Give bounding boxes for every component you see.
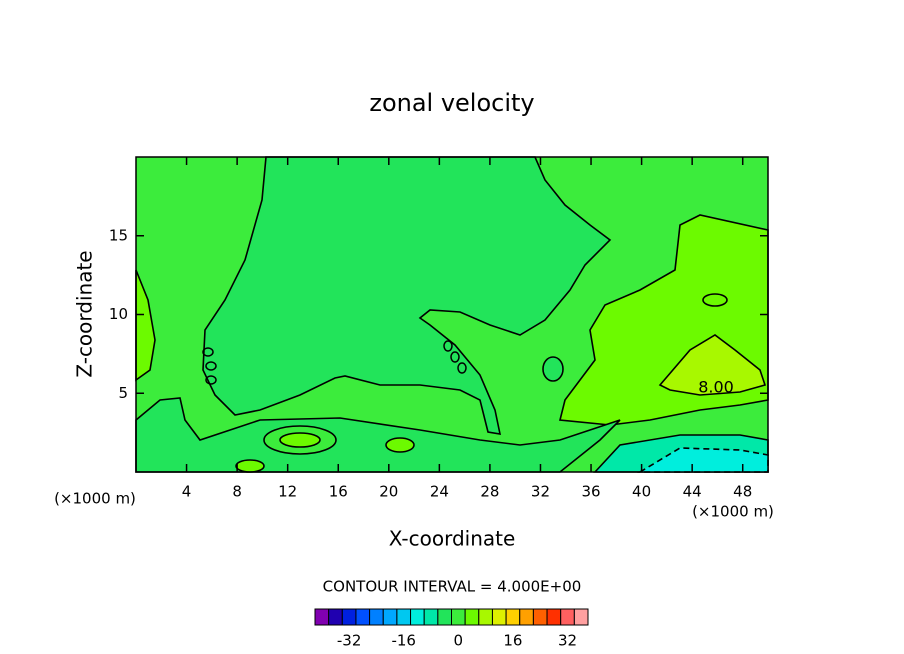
plot-area [135,156,769,473]
contour-label: 8.00 [698,378,734,397]
colorbar-box [341,608,357,626]
colorbar-box [560,608,575,626]
colorbar-box [573,608,589,626]
colorbar-tick-label: -16 [391,632,416,650]
y-tick-label: 15 [109,226,128,244]
colorbar-box [505,608,521,626]
y-tick-label: 10 [109,305,128,323]
x-axis-label: X-coordinate [389,527,516,551]
colorbar-box [519,608,534,626]
colorbar-box [355,608,371,626]
colorbar-box [314,608,330,626]
contour-region [135,397,621,473]
x-tick-label: 40 [632,483,651,501]
contour-region [542,356,564,382]
x-tick-label: 12 [278,483,297,501]
x-tick-label: 32 [531,483,550,501]
colorbar-box [478,608,493,626]
x-tick-label: 8 [232,483,242,501]
colorbar-tick-label: 0 [454,632,464,650]
x-unit: (×1000 m) [54,490,136,508]
contour-loops [202,340,467,385]
colorbar-box [532,608,548,626]
colorbar-box [464,608,480,626]
x-tick-label: 48 [733,483,752,501]
y-axis-label: Z-coordinate [73,250,97,377]
colorbar-box [423,608,439,626]
contour-region [385,437,415,453]
colorbar-tick-label: 16 [503,632,522,650]
colorbar-box [328,608,343,626]
contour-region [235,459,265,473]
colorbar-box [491,608,507,626]
colorbar-box [451,608,466,626]
contour-interval: CONTOUR INTERVAL = 4.000E+00 [323,578,582,596]
contour-region [702,293,728,307]
colorbar-box [396,608,412,626]
x-tick-label: 44 [683,483,702,501]
contour-region [202,156,612,435]
colorbar-box [437,608,453,626]
x-tick-label: 28 [480,483,499,501]
contour-region [658,334,767,396]
x-unit: (×1000 m) [692,503,774,521]
y-tick-label: 5 [118,384,128,402]
colorbar-tick-label: 32 [558,632,577,650]
colorbar-box [382,608,398,626]
contour-region [279,432,321,448]
x-tick-label: 36 [581,483,600,501]
colorbar-box [410,608,425,626]
x-tick-label: 24 [430,483,449,501]
colorbar-box [546,608,562,626]
chart-title: zonal velocity [369,89,534,117]
x-tick-label: 4 [182,483,192,501]
colorbar-box [369,608,384,626]
x-tick-label: 20 [379,483,398,501]
colorbar-tick-label: -32 [337,632,362,650]
x-tick-label: 16 [329,483,348,501]
